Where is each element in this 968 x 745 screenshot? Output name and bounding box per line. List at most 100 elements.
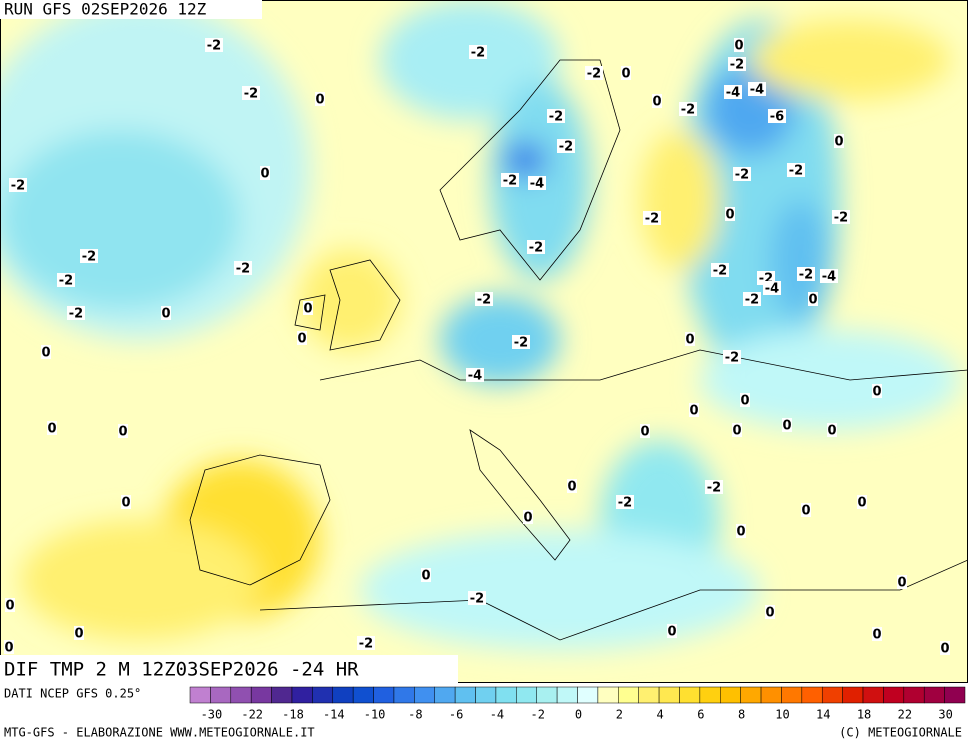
contour-label: 0 [834, 135, 843, 150]
contour-label-box [41, 345, 51, 359]
contour-label-box [621, 66, 631, 80]
colorbar-tick-label: -30 [201, 708, 223, 722]
contour-label-box [797, 267, 815, 281]
contour-label-box [733, 167, 751, 181]
colorbar-swatch [618, 686, 639, 704]
colorbar-tick-label: 14 [816, 708, 830, 722]
contour-label-box [705, 480, 723, 494]
contour-label: -2 [725, 351, 739, 366]
contour-label: -2 [471, 46, 485, 61]
colorbar-swatch [862, 686, 884, 704]
colorbar-swatch [454, 686, 476, 704]
contour-label: 0 [765, 606, 774, 621]
contour-label: 0 [782, 419, 791, 434]
contour-label-box [74, 626, 84, 640]
colorbar-tick-label: 0 [575, 708, 582, 722]
contour-label: -4 [468, 369, 482, 384]
contour-label: 0 [523, 511, 532, 526]
colorbar-tick-label: -4 [490, 708, 504, 722]
contour-label: -2 [477, 293, 491, 308]
contour-label-box [652, 94, 662, 108]
contour-label: -2 [559, 140, 573, 155]
colorbar-swatch [597, 686, 619, 704]
colorbar-tick-label: -10 [364, 708, 386, 722]
contour-label: -2 [730, 58, 744, 73]
contour-label: 0 [315, 93, 324, 108]
contour-label-box [557, 139, 575, 153]
contour-label-box [567, 479, 577, 493]
colorbar-swatch [801, 686, 823, 704]
contour-label: 0 [725, 208, 734, 223]
contour-label-box [820, 269, 838, 283]
contour-label-box [468, 591, 486, 605]
contour-label-box [475, 292, 493, 306]
contour-label: 0 [260, 167, 269, 182]
colorbar-tick-label: 30 [938, 708, 952, 722]
contour-label-box [80, 249, 98, 263]
contour-label-box [763, 281, 781, 295]
footer-left: MTG-GFS - ELABORAZIONE WWW.METEOGIORNALE… [4, 726, 315, 740]
contour-label-box [940, 641, 950, 655]
contour-label-box [801, 503, 811, 517]
colorbar-tick-label: -8 [408, 708, 422, 722]
contour-label: -4 [726, 86, 740, 101]
contour-label: -2 [645, 212, 659, 227]
contour-label: 0 [685, 333, 694, 348]
contour-label: -2 [470, 592, 484, 607]
contour-label-box [357, 636, 375, 650]
contour-label: -2 [236, 262, 250, 277]
contour-label-box [260, 166, 270, 180]
contour-label-box [205, 38, 223, 52]
contour-label-box [872, 627, 882, 641]
colorbar-swatch [434, 686, 456, 704]
colorbar-swatch [821, 686, 843, 704]
contour-label-box [728, 57, 746, 71]
colorbar-swatch [556, 686, 578, 704]
contour-label-box [832, 210, 850, 224]
product-box [0, 655, 458, 683]
colorbar-swatch [414, 686, 435, 704]
contour-label-box [740, 393, 750, 407]
contour-label: -2 [681, 103, 695, 118]
contour-label-box [297, 331, 307, 345]
colorbar-swatch [393, 686, 415, 704]
colorbar-swatch [495, 686, 517, 704]
contour-label: -2 [799, 268, 813, 283]
colorbar-swatch [516, 686, 537, 704]
contour-label: -2 [244, 87, 258, 102]
contour-label-box [242, 86, 260, 100]
contour-label: 0 [567, 480, 576, 495]
contour-label-box [765, 605, 775, 619]
contour-label-box [303, 301, 313, 315]
contour-label-box [234, 261, 252, 275]
contour-label: -2 [618, 496, 632, 511]
contour-label: 0 [872, 628, 881, 643]
contour-label: 0 [872, 385, 881, 400]
contour-label: -2 [707, 481, 721, 496]
contour-label-box [768, 109, 786, 123]
contour-label: -2 [713, 264, 727, 279]
contour-label: -2 [59, 274, 73, 289]
colorbar-swatch [475, 686, 497, 704]
contour-label: 0 [47, 422, 56, 437]
contour-label-box [57, 273, 75, 287]
colorbar-tick-label: -18 [282, 708, 304, 722]
contour-label-box [585, 66, 603, 80]
colorbar-swatch [332, 686, 354, 704]
contour-label-box [782, 418, 792, 432]
contour-label: 0 [652, 95, 661, 110]
colorbar-swatch [352, 686, 374, 704]
contour-label-box [118, 424, 128, 438]
contour-label: -6 [770, 110, 784, 125]
contour-label-box [315, 92, 325, 106]
contour-label-box [512, 335, 530, 349]
contour-label-box [4, 640, 14, 654]
contour-label: 0 [4, 641, 13, 656]
contour-label: 0 [667, 625, 676, 640]
colorbar-tick-label: -6 [449, 708, 463, 722]
contour-label-box [736, 524, 746, 538]
contour-label: 0 [41, 346, 50, 361]
colorbar-swatch [923, 686, 945, 704]
contour-label-box [857, 495, 867, 509]
